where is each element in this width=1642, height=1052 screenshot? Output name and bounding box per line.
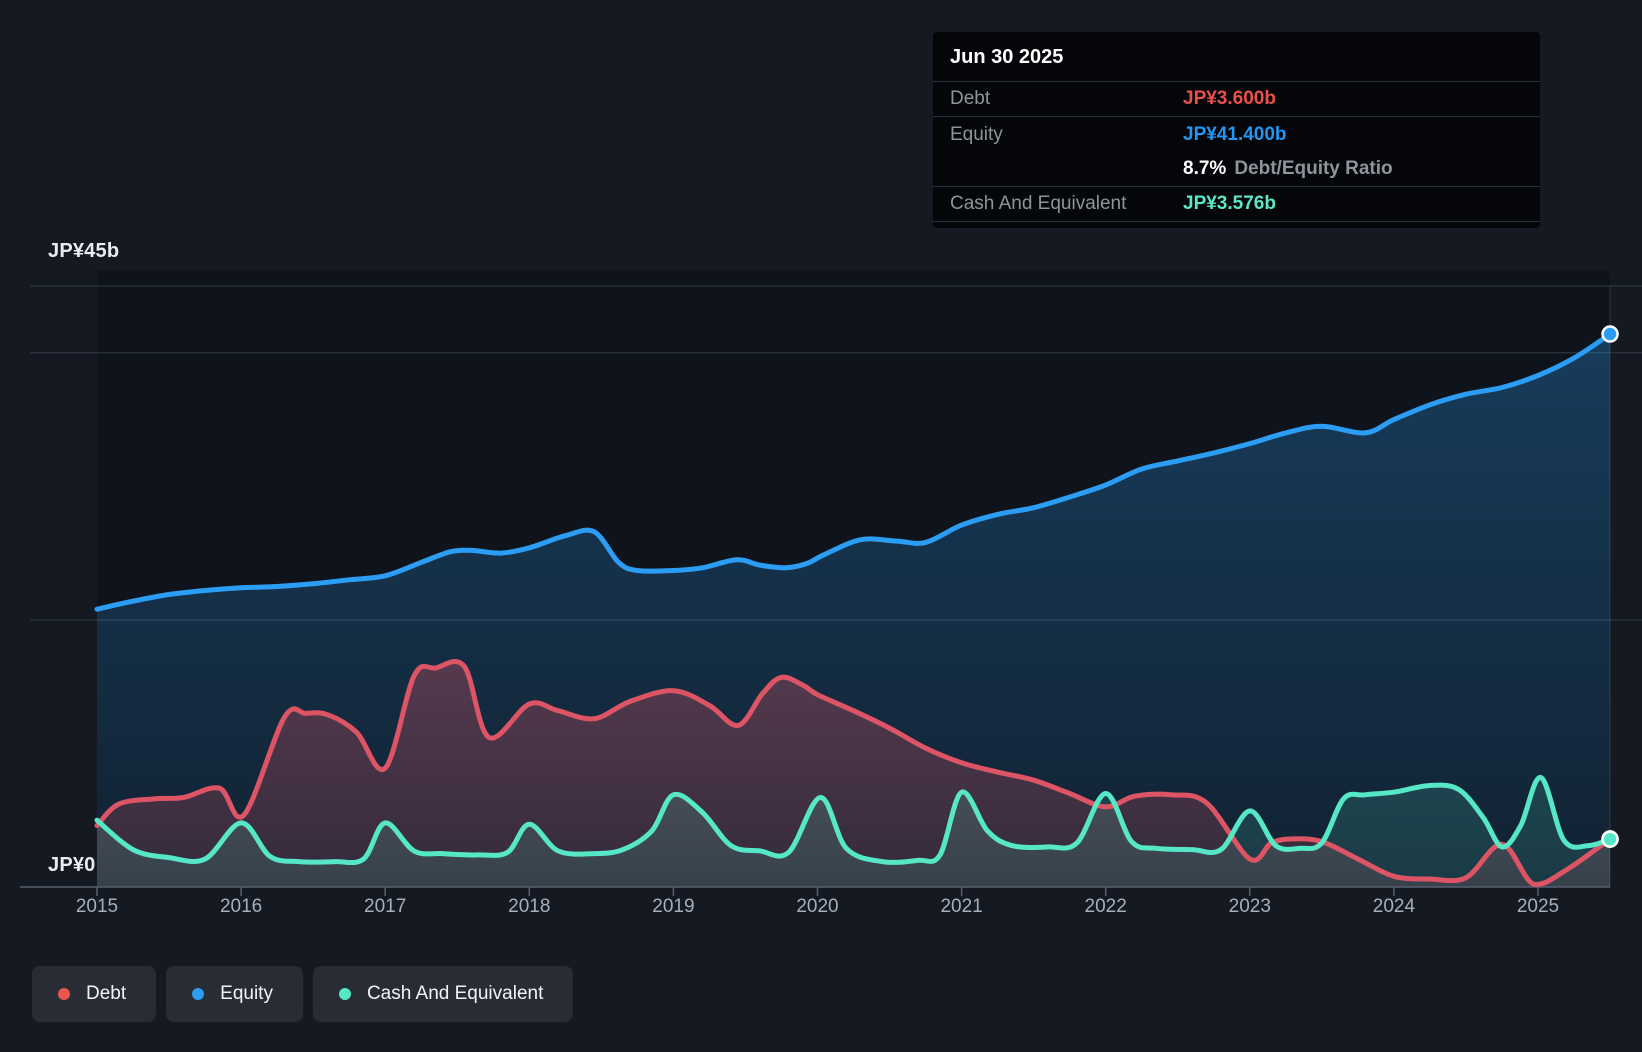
debt-dot-icon: [58, 988, 70, 1000]
y-axis-max-label: JP¥45b: [48, 240, 120, 262]
tooltip-row-ratio: 8.7% Debt/Equity Ratio: [933, 152, 1540, 187]
tooltip-debt-label: Debt: [950, 88, 991, 109]
x-tick-label-2018: 2018: [508, 896, 551, 917]
y-axis-zero-label: JP¥0: [48, 854, 96, 876]
chart-legend: Debt Equity Cash And Equivalent: [32, 966, 574, 1022]
tooltip-equity-label: Equity: [950, 123, 1003, 145]
legend-equity-label: Equity: [220, 983, 273, 1004]
x-tick-label-2024: 2024: [1372, 896, 1416, 917]
tooltip-row-equity: Equity JP¥41.400b: [933, 117, 1540, 152]
x-tick-label-2015: 2015: [75, 896, 119, 917]
tooltip-debt-value: JP¥3.600b: [1183, 88, 1276, 109]
x-tick-label-2025: 2025: [1516, 896, 1560, 917]
tooltip-cash-label: Cash And Equivalent: [950, 193, 1127, 214]
x-tick-label-2020: 2020: [796, 896, 839, 917]
equity-dot-icon: [192, 988, 205, 1000]
tooltip-cash-value: JP¥3.576b: [1183, 193, 1276, 214]
tooltip-date-title: Jun 30 2025: [933, 32, 1540, 82]
debt-line: [94, 659, 1613, 887]
cash-and-equivalent-area: [97, 777, 1610, 887]
cash-and-equivalent-line: [94, 774, 1613, 866]
x-tick-label-2023: 2023: [1228, 896, 1271, 917]
x-tick-label-2016: 2016: [219, 896, 263, 917]
legend-item-equity[interactable]: Equity: [166, 966, 303, 1022]
equity-endpoint-marker: [1601, 325, 1619, 343]
legend-item-debt[interactable]: Debt: [32, 966, 157, 1022]
tooltip-equity-value: JP¥41.400b: [1183, 123, 1287, 145]
cash-dot-icon: [338, 988, 351, 1000]
tooltip-ratio-value: 8.7%: [1183, 158, 1227, 179]
tooltip-ratio-label: Debt/Equity Ratio: [1234, 158, 1393, 179]
x-tick-label-2021: 2021: [940, 896, 983, 917]
tooltip-row-cash: Cash And Equivalent JP¥3.576b: [933, 187, 1540, 222]
chart-tooltip: Jun 30 2025 Debt JP¥3.600b Equity JP¥41.…: [933, 32, 1540, 228]
tooltip-row-debt: Debt JP¥3.600b: [933, 82, 1540, 117]
x-tick-label-2019: 2019: [652, 896, 695, 917]
x-tick-label-2017: 2017: [364, 896, 407, 917]
legend-debt-label: Debt: [86, 983, 127, 1004]
legend-item-cash[interactable]: Cash And Equivalent: [312, 966, 574, 1022]
x-tick-label-2022: 2022: [1084, 896, 1127, 917]
debt-area: [97, 661, 1610, 887]
legend-cash-label: Cash And Equivalent: [366, 983, 544, 1004]
equity-line: [94, 331, 1613, 612]
cash-and-equivalent-endpoint-marker: [1601, 830, 1619, 848]
